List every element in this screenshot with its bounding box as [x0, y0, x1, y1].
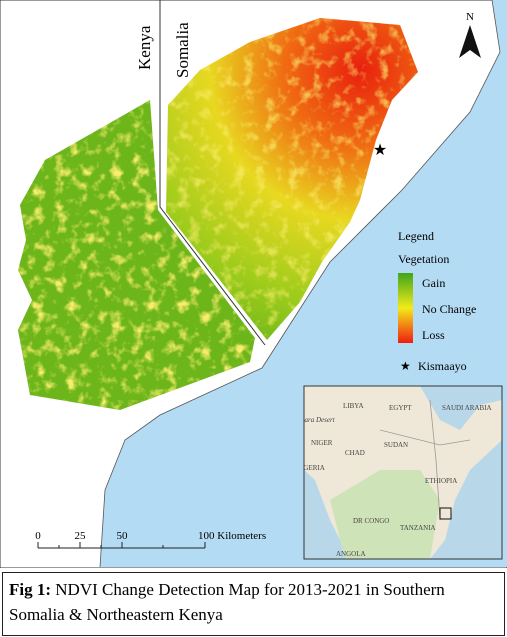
scale-label: 50	[117, 530, 129, 542]
inset-label: ANGOLA	[336, 550, 366, 558]
inset-extent	[439, 507, 452, 520]
legend-point-label: Kismaayo	[418, 359, 467, 373]
legend-ramp	[398, 273, 413, 343]
inset-label: SAUDI ARABIA	[442, 404, 492, 412]
coastline	[99, 0, 501, 568]
inset-label: ETHIOPIA	[425, 477, 457, 485]
legend-item: Gain	[422, 276, 445, 290]
inset-map: LIBYA EGYPT SAUDI ARABIA Sahara Desert N…	[294, 386, 502, 559]
border-line	[159, 0, 266, 346]
caption-text: NDVI Change Detection Map for 2013-2021 …	[9, 580, 445, 624]
inset-borders	[379, 399, 471, 521]
inset-label: TANZANIA	[400, 524, 436, 532]
inset-label: DR CONGO	[353, 517, 389, 525]
scale-bar: 0 25 50 100 Kilometers	[35, 530, 266, 549]
legend-item: No Change	[422, 302, 476, 316]
inset-forest	[330, 470, 440, 559]
scale-label: 100 Kilometers	[198, 530, 266, 542]
north-label: N	[466, 11, 474, 23]
legend-title: Legend	[398, 229, 434, 243]
inset-label: LIBYA	[343, 402, 364, 410]
inset-label: NIGERIA	[296, 464, 325, 472]
north-arrow	[459, 25, 481, 58]
legend-star: ★	[400, 359, 411, 373]
inset-label: EGYPT	[389, 404, 412, 412]
inset-label: SUDAN	[384, 441, 408, 449]
inset-label: Sahara Desert	[294, 416, 336, 424]
kenya-label: Kenya	[135, 25, 154, 70]
legend-subtitle: Vegetation	[398, 252, 449, 266]
somalia-label: Somalia	[173, 22, 192, 78]
caption: Fig 1: NDVI Change Detection Map for 201…	[2, 572, 505, 636]
inset-label: CHAD	[345, 449, 365, 457]
inset-frame	[303, 385, 503, 560]
kismaayo-star: ★	[373, 142, 387, 159]
scale-label: 25	[75, 530, 87, 542]
scale-label: 0	[35, 530, 41, 542]
legend-item: Loss	[422, 328, 445, 342]
map: Kenya Somalia ★ N Legend Vegetation Gain…	[0, 0, 507, 568]
caption-label: Fig 1:	[9, 580, 52, 599]
inset-label: NIGER	[311, 439, 333, 447]
